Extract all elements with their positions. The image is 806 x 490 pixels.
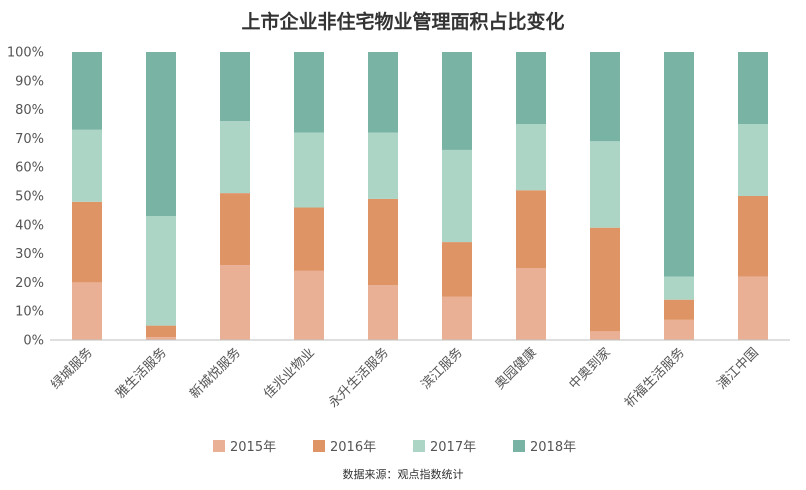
bar-segment bbox=[516, 52, 546, 124]
bar-segment bbox=[738, 52, 768, 124]
x-tick-label: 新城悦服务 bbox=[187, 345, 244, 402]
bar-segment bbox=[368, 132, 398, 199]
y-tick-label: 50% bbox=[15, 190, 44, 205]
legend-swatch bbox=[313, 440, 325, 452]
x-axis-labels: 绿城服务 雅生活服务 新城悦服务 佳兆业物业 永升生活服务 滨江服务 奥园健康 中奥到家 祈福生… bbox=[48, 345, 762, 411]
chart-title: 上市企业非住宅物业管理面积占比变化 bbox=[241, 10, 564, 33]
bar-segment bbox=[516, 268, 546, 340]
x-tick-label: 祈福生活服务 bbox=[621, 345, 687, 411]
y-tick-label: 30% bbox=[15, 247, 44, 262]
x-tick-label: 奥园健康 bbox=[492, 345, 540, 393]
x-tick-label: 中奥到家 bbox=[566, 345, 614, 393]
legend-label: 2016年 bbox=[330, 440, 376, 455]
x-tick-label: 永升生活服务 bbox=[325, 345, 391, 411]
bar-segment bbox=[294, 132, 324, 208]
legend-swatch bbox=[213, 440, 225, 452]
bar-segment bbox=[664, 319, 694, 340]
bar-segment bbox=[146, 216, 176, 326]
bar-segment bbox=[516, 124, 546, 191]
legend-label: 2015年 bbox=[230, 440, 276, 455]
bar-segment bbox=[294, 207, 324, 271]
x-tick-label: 浦江中国 bbox=[714, 345, 761, 392]
bar-segment bbox=[72, 129, 102, 202]
bar-segment bbox=[220, 52, 250, 122]
bar-segment bbox=[294, 52, 324, 133]
bar-segment bbox=[738, 124, 768, 196]
bar-segment bbox=[146, 325, 176, 338]
source-note: 数据来源：观点指数统计 bbox=[343, 467, 464, 481]
bar-segment bbox=[368, 52, 398, 133]
bar-segment bbox=[590, 227, 620, 332]
bar-segment bbox=[368, 285, 398, 340]
bar-segment bbox=[442, 296, 472, 340]
bar-segment bbox=[442, 149, 472, 243]
bar-segment bbox=[146, 337, 176, 340]
legend-swatch bbox=[513, 440, 525, 452]
x-tick-label: 滨江服务 bbox=[418, 345, 466, 393]
bar-segment bbox=[664, 52, 694, 277]
bar-segment bbox=[72, 52, 102, 130]
bar-segment bbox=[294, 270, 324, 340]
bar-segment bbox=[220, 193, 250, 266]
bar-segment bbox=[590, 331, 620, 340]
bar-segment bbox=[146, 52, 176, 217]
y-tick-label: 60% bbox=[15, 161, 44, 176]
bars bbox=[72, 52, 768, 340]
y-tick-label: 70% bbox=[15, 132, 44, 147]
y-tick-label: 40% bbox=[15, 218, 44, 233]
legend-label: 2018年 bbox=[530, 440, 576, 455]
y-tick-label: 10% bbox=[15, 305, 44, 320]
bar-segment bbox=[72, 282, 102, 340]
legend: 2015年 2016年 2017年 2018年 bbox=[213, 440, 576, 455]
x-tick-label: 绿城服务 bbox=[48, 345, 96, 393]
y-tick-label: 80% bbox=[15, 103, 44, 118]
bar-segment bbox=[220, 121, 250, 194]
bar-segment bbox=[664, 276, 694, 300]
y-tick-label: 100% bbox=[7, 46, 44, 61]
bar-segment bbox=[368, 198, 398, 286]
legend-label: 2017年 bbox=[430, 440, 476, 455]
bar-segment bbox=[516, 190, 546, 268]
y-tick-label: 0% bbox=[23, 334, 44, 349]
x-tick-label: 雅生活服务 bbox=[113, 345, 170, 402]
bar-segment bbox=[72, 201, 102, 283]
bar-segment bbox=[590, 141, 620, 228]
bar-segment bbox=[442, 52, 472, 150]
bar-segment bbox=[590, 52, 620, 142]
x-tick-label: 佳兆业物业 bbox=[261, 345, 318, 402]
y-tick-label: 20% bbox=[15, 276, 44, 291]
bar-segment bbox=[664, 299, 694, 320]
legend-swatch bbox=[413, 440, 425, 452]
bar-segment bbox=[738, 276, 768, 340]
y-tick-label: 90% bbox=[15, 74, 44, 89]
bar-segment bbox=[442, 242, 472, 297]
bar-segment bbox=[738, 196, 768, 277]
bar-segment bbox=[220, 265, 250, 340]
y-axis: 0% 10% 20% 30% 40% 50% 60% 70% 80% 90% 100% bbox=[7, 46, 44, 349]
